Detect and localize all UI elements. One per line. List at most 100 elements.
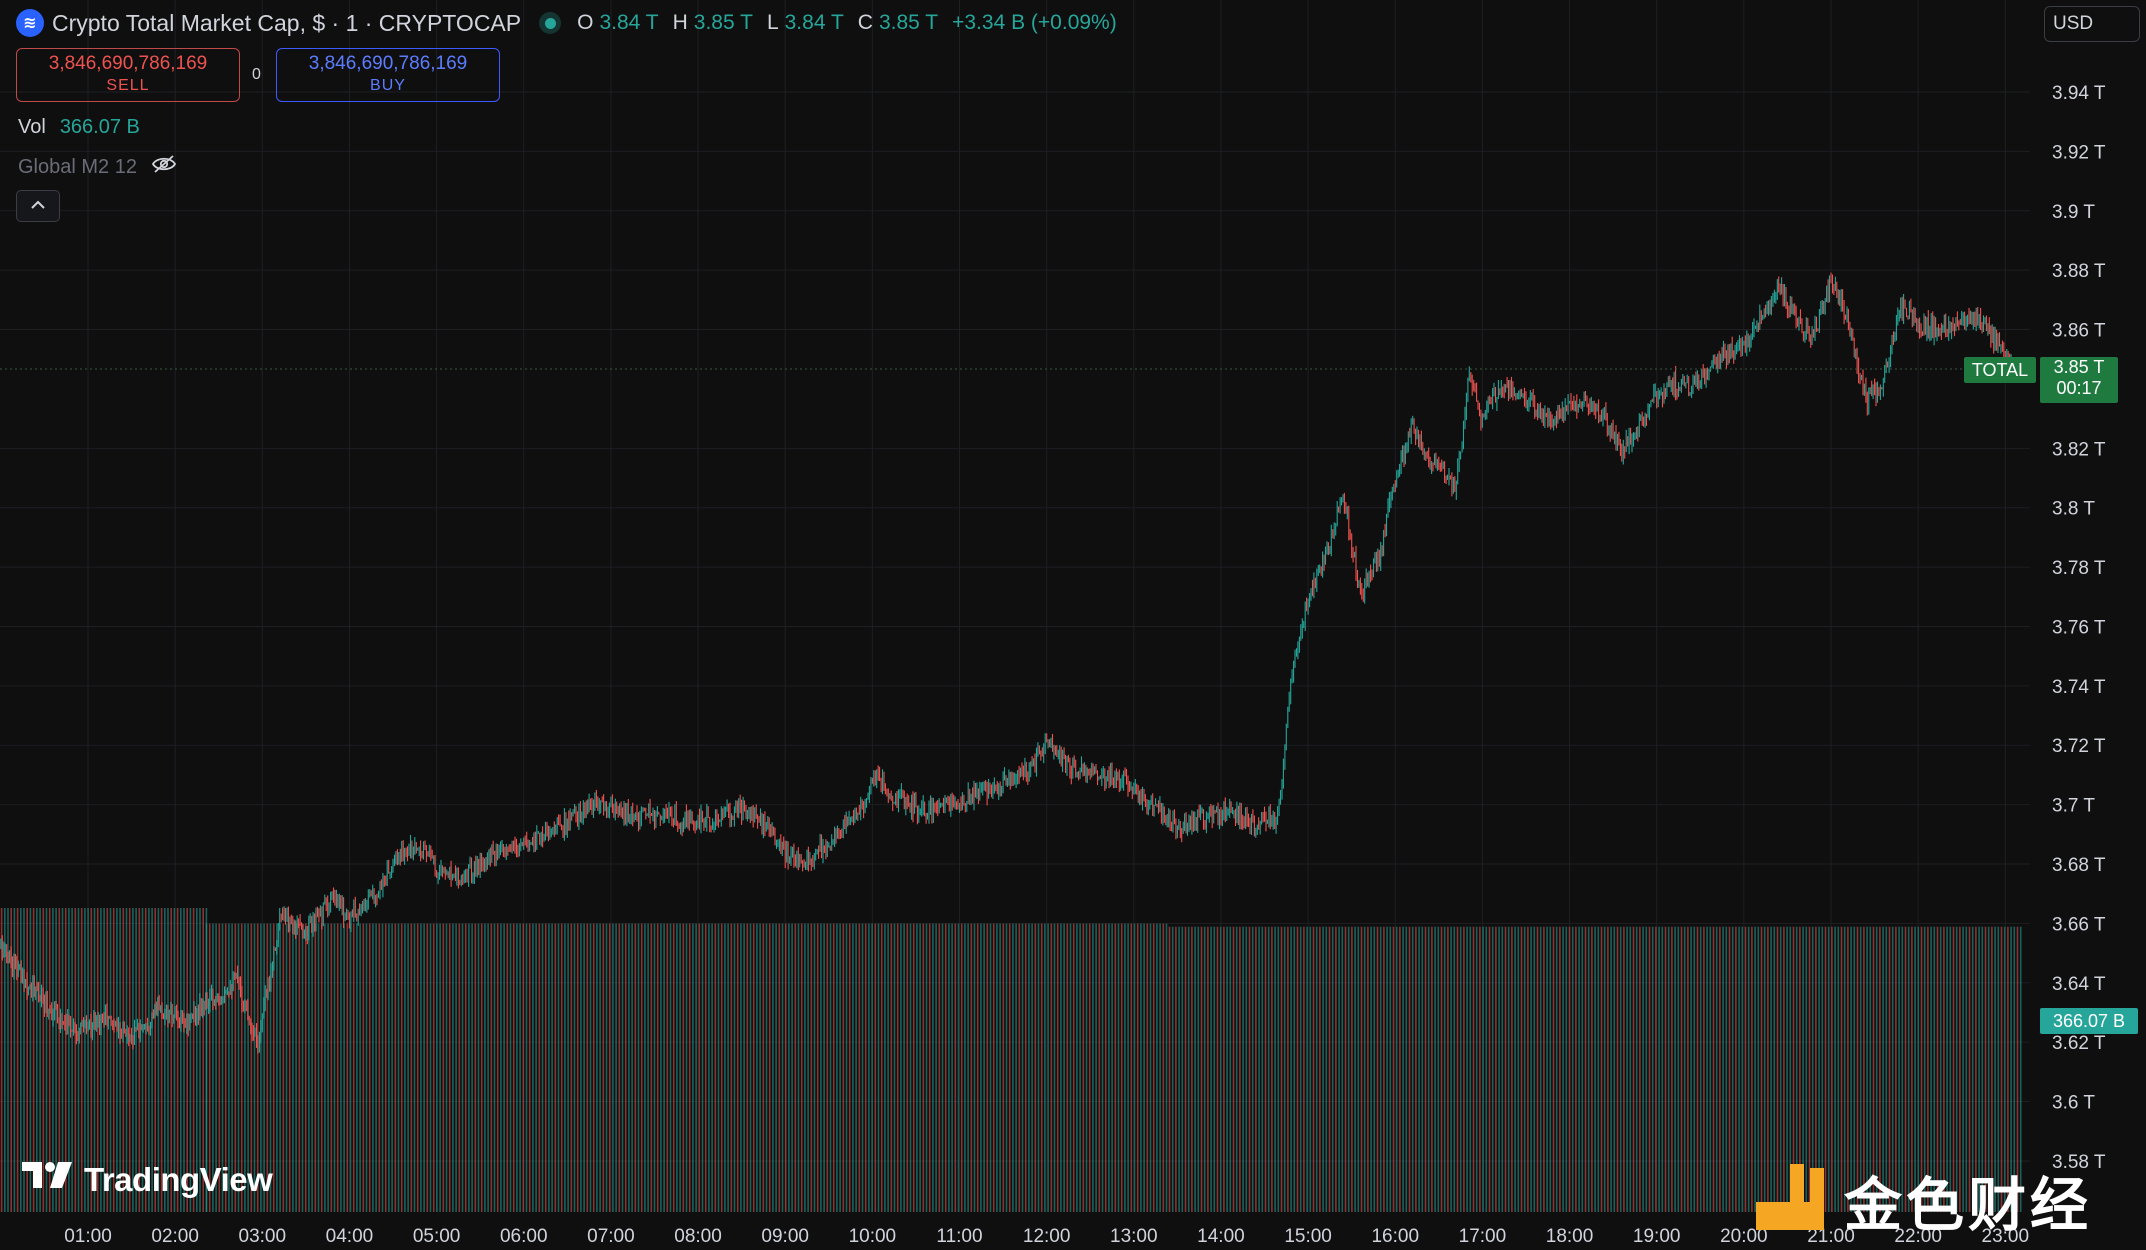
volume-bar	[621, 923, 624, 1212]
volume-bar	[1488, 926, 1491, 1212]
volume-bar	[221, 923, 224, 1212]
volume-bar	[52, 908, 54, 1212]
y-tick-label: 3.88 T	[2052, 261, 2106, 282]
volume-bar	[1939, 926, 1942, 1212]
volume-bar	[74, 908, 77, 1212]
volume-bar	[1095, 923, 1097, 1212]
volume-bar	[228, 923, 230, 1212]
volume-bar	[1165, 923, 1168, 1212]
volume-bar	[269, 923, 272, 1212]
volume-bar	[13, 908, 16, 1212]
volume-bar	[1709, 926, 1712, 1212]
hidden-eye-icon[interactable]	[151, 154, 177, 180]
volume-bar	[791, 923, 793, 1212]
volume-bar	[775, 923, 777, 1212]
volume-bar	[704, 923, 707, 1212]
volume-bar	[1882, 926, 1884, 1212]
volume-bar	[432, 923, 435, 1212]
volume-bar	[1005, 923, 1008, 1212]
volume-bar	[317, 923, 320, 1212]
volume-bar	[1114, 923, 1117, 1212]
x-tick-label: 15:00	[1284, 1226, 1332, 1247]
volume-bar	[173, 908, 176, 1212]
x-tick-label: 06:00	[500, 1226, 548, 1247]
market-status-icon[interactable]	[539, 12, 562, 34]
volume-bar	[119, 908, 121, 1212]
volume-bar	[1299, 926, 1302, 1212]
volume-bar	[1187, 926, 1190, 1212]
y-tick-label: 3.62 T	[2052, 1033, 2106, 1054]
buy-button[interactable]: 3,846,690,786,169 BUY	[276, 48, 500, 102]
volume-bar	[1411, 926, 1414, 1212]
volume-bar	[1520, 926, 1523, 1212]
volume-bar	[212, 923, 214, 1212]
volume-bar	[186, 908, 188, 1212]
volume-bar	[1447, 926, 1449, 1212]
volume-bar	[752, 923, 755, 1212]
volume-bar	[1507, 926, 1510, 1212]
volume-bar	[810, 923, 813, 1212]
volume-bar	[1655, 926, 1657, 1212]
open-label: O	[577, 11, 594, 34]
tradingview-logo[interactable]: TradingView	[22, 1160, 273, 1199]
volume-bar	[1181, 926, 1184, 1212]
volume-bar	[10, 908, 12, 1212]
x-tick-label: 20:00	[1720, 1226, 1768, 1247]
volume-bar	[1712, 926, 1715, 1212]
volume-bar	[829, 923, 832, 1212]
volume-bar	[138, 908, 141, 1212]
y-tick-label: 3.9 T	[2052, 202, 2095, 223]
volume-bar	[1152, 923, 1155, 1212]
collapse-legend-button[interactable]	[16, 190, 60, 222]
volume-bar	[893, 923, 896, 1212]
volume-bar	[458, 923, 461, 1212]
volume-bar	[714, 923, 717, 1212]
global-m2-legend[interactable]: Global M2 12	[18, 154, 177, 180]
cryptocap-icon[interactable]: ≋	[16, 9, 44, 37]
volume-bar	[1949, 926, 1952, 1212]
close-value: 3.85 T	[878, 11, 939, 34]
volume-bar	[1146, 923, 1149, 1212]
volume-bar	[359, 923, 361, 1212]
volume-bar	[154, 908, 156, 1212]
sell-button[interactable]: 3,846,690,786,169 SELL	[16, 48, 240, 102]
volume-bar	[1047, 923, 1049, 1212]
volume-bar	[989, 923, 992, 1212]
high-label: H	[672, 11, 688, 34]
volume-bar	[1501, 926, 1504, 1212]
volume-bar	[727, 923, 729, 1212]
volume-bar	[1491, 926, 1494, 1212]
volume-bar	[740, 923, 742, 1212]
volume-bar	[637, 923, 640, 1212]
volume-bar	[1111, 923, 1113, 1212]
volume-bar	[903, 923, 905, 1212]
volume-legend[interactable]: Vol 366.07 B	[18, 116, 140, 139]
volume-bar	[1341, 926, 1344, 1212]
volume-bar	[1696, 926, 1699, 1212]
volume-bar	[1136, 923, 1139, 1212]
volume-bar	[1293, 926, 1296, 1212]
series-name-tag: TOTAL	[1964, 357, 2036, 383]
volume-bar	[1395, 926, 1398, 1212]
x-tick-label: 01:00	[64, 1226, 112, 1247]
volume-bar	[688, 923, 691, 1212]
y-tick-label: 3.6 T	[2052, 1093, 2095, 1114]
volume-bar	[1143, 923, 1145, 1212]
volume-bar	[1373, 926, 1376, 1212]
volume-bar	[256, 923, 259, 1212]
volume-bar	[1261, 926, 1264, 1212]
volume-bar	[605, 923, 608, 1212]
currency-selector[interactable]: USD	[2044, 6, 2140, 42]
volume-bar	[1975, 926, 1977, 1212]
volume-bar	[1738, 926, 1740, 1212]
symbol-title[interactable]: Crypto Total Market Cap, $ · 1 · CRYPTOC…	[52, 9, 522, 36]
volume-bar	[1613, 926, 1616, 1212]
volume-bar	[692, 923, 694, 1212]
volume-bar	[1687, 926, 1689, 1212]
volume-bar	[880, 923, 883, 1212]
volume-bar	[1626, 926, 1628, 1212]
price-axis[interactable]: 3.94 T 3.92 T 3.9 T 3.88 T 3.86 T 3.82 T 3.8 T…	[2052, 83, 2106, 1173]
volume-bar	[1952, 926, 1955, 1212]
